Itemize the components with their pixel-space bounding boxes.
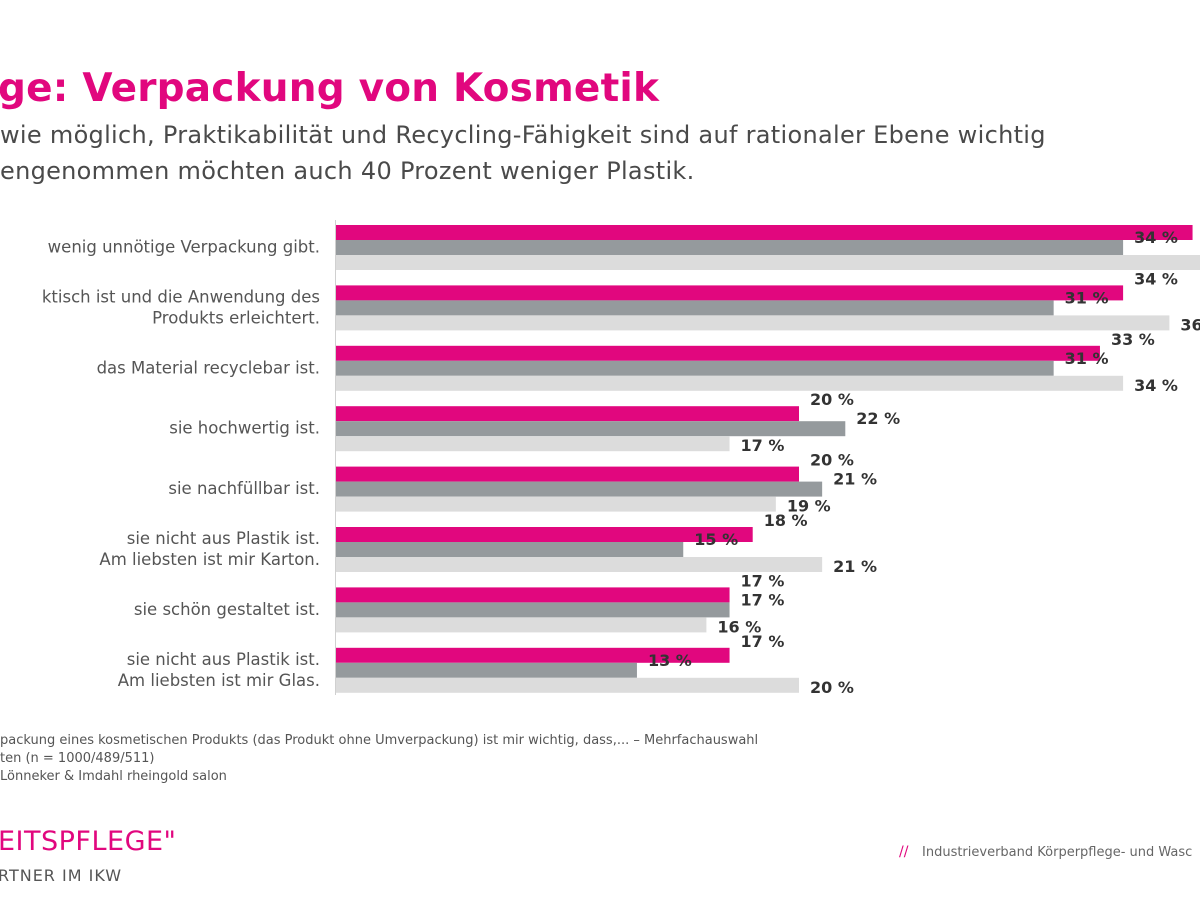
footer-organization: Industrieverband Körperpflege- und Wasc (922, 845, 1193, 860)
data-label: 19 % (787, 497, 831, 516)
bar-series-3 (336, 255, 1200, 270)
bar-series-3 (336, 617, 707, 633)
data-label: 34 % (1134, 376, 1178, 395)
data-label: 20 % (810, 451, 854, 470)
subtitle-line-1: wie möglich, Praktikabilität und Recycli… (0, 121, 1046, 149)
category-label: sie nicht aus Plastik ist. (127, 650, 320, 669)
data-label: 20 % (810, 678, 854, 697)
bar-series-1 (336, 587, 730, 603)
subtitle-line-2: engenommen möchten auch 40 Prozent wenig… (0, 157, 695, 185)
category-label: sie nicht aus Plastik ist. (127, 529, 320, 548)
data-label: 22 % (856, 409, 900, 428)
bar-series-2 (336, 300, 1054, 316)
bar-series-2 (336, 481, 823, 497)
bar-series-2 (336, 602, 730, 618)
data-label: 33 % (1111, 330, 1155, 349)
data-label: 17 % (741, 590, 785, 609)
bar-series-2 (336, 662, 637, 678)
data-label: 13 % (648, 651, 692, 670)
bar-series-2 (336, 421, 846, 437)
bar-series-1 (336, 345, 1100, 361)
data-label: 18 % (764, 511, 808, 530)
bar-series-1 (336, 647, 730, 663)
category-label: Am liebsten ist mir Glas. (118, 671, 320, 690)
category-label: wenig unnötige Verpackung gibt. (48, 238, 320, 257)
brand-tagline: RTNER IM IKW (0, 866, 123, 885)
bar-series-2 (336, 360, 1054, 376)
bar-chart: wenig unnötige Verpackung gibt. 34 % ktisc… (42, 220, 1200, 697)
category-label: Produkts erleichtert. (152, 308, 320, 327)
page-title: ge: Verpackung von Kosmetik (0, 66, 660, 111)
data-label: 20 % (810, 390, 854, 409)
data-label: 21 % (833, 470, 877, 489)
data-label: 31 % (1065, 288, 1109, 307)
data-label: 17 % (741, 632, 785, 651)
brand-name: EITSPFLEGE" (0, 826, 177, 857)
bar-series-1 (336, 285, 1124, 301)
bars-layer: wenig unnötige Verpackung gibt. 34 % ktisc… (42, 225, 1200, 697)
bar-series-3 (336, 375, 1124, 391)
bar-series-1 (336, 406, 799, 422)
category-label: ktisch ist und die Anwendung des (42, 287, 320, 306)
bar-series-1 (336, 527, 753, 542)
data-label: 36 (1180, 315, 1200, 334)
bar-series-2 (336, 240, 1124, 255)
category-label: sie hochwertig ist. (169, 419, 320, 438)
category-label: sie nachfüllbar ist. (168, 479, 320, 498)
bar-series-1 (336, 466, 799, 482)
category-label: sie schön gestaltet ist. (134, 600, 320, 619)
data-label: 17 % (741, 436, 785, 455)
data-label: 15 % (694, 530, 738, 549)
data-label: 17 % (741, 571, 785, 590)
footnote-base: ten (n = 1000/489/511) (0, 751, 155, 766)
data-label: 34 % (1134, 228, 1178, 247)
data-label: 31 % (1065, 349, 1109, 368)
bar-series-1 (336, 225, 1193, 240)
data-label: 34 % (1134, 269, 1178, 288)
bar-series-3 (336, 496, 776, 512)
bar-series-3 (336, 557, 823, 572)
data-label: 21 % (833, 557, 877, 576)
category-label: Am liebsten ist mir Karton. (99, 550, 320, 569)
data-label: 16 % (717, 617, 761, 636)
bar-series-3 (336, 677, 799, 693)
bar-series-3 (336, 315, 1170, 331)
bar-series-3 (336, 436, 730, 452)
footnote-question: packung eines kosmetischen Produkts (das… (0, 733, 759, 748)
footer-slashes: // (899, 844, 909, 860)
footnote-source: Lönneker & Imdahl rheingold salon (0, 769, 227, 784)
category-label: das Material recyclebar ist. (97, 358, 320, 377)
bar-series-2 (336, 542, 684, 557)
